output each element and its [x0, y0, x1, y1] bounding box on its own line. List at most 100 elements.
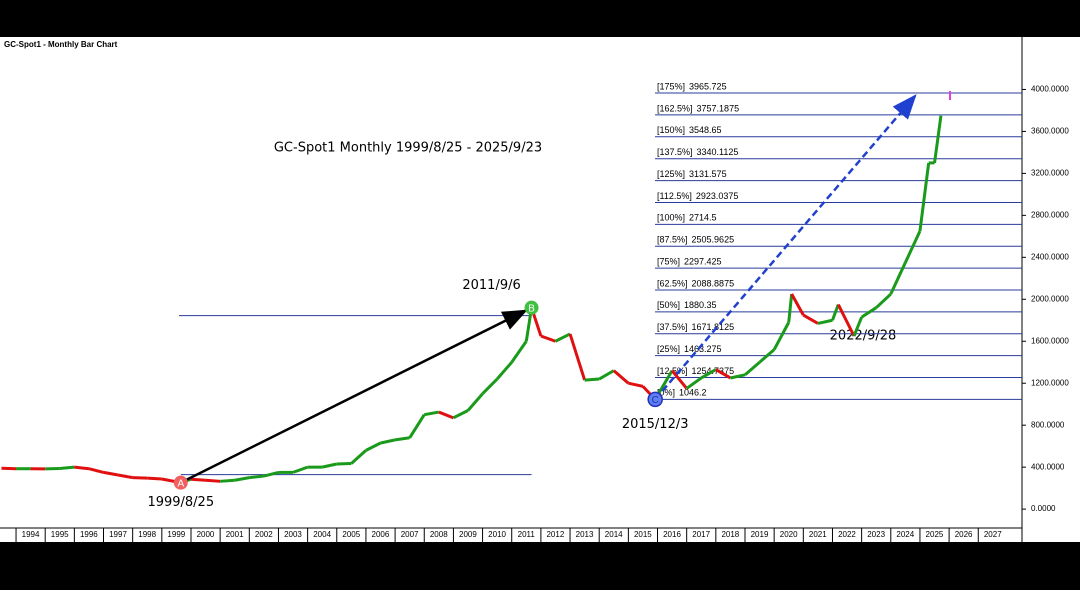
fib-level-label: [125%]: [657, 169, 685, 179]
x-tick-label: 1994: [22, 530, 40, 539]
x-tick-label: 2008: [430, 530, 448, 539]
x-tick-label: 2025: [926, 530, 944, 539]
pivot-date: 2011/9/6: [462, 278, 520, 293]
price-segment: [584, 377, 600, 382]
x-tick-label: 2016: [663, 530, 681, 539]
x-tick-label: 2011: [518, 530, 536, 539]
price-segment: [220, 478, 235, 483]
price-segment: [889, 261, 907, 295]
fib-level-label: [100%]: [657, 213, 685, 223]
y-tick-label: 2400.0000: [1031, 252, 1069, 261]
price-segment: [74, 465, 90, 471]
fib-level-value: 3757.1875: [697, 103, 740, 113]
price-segment: [933, 115, 943, 164]
price-segment: [758, 348, 776, 364]
fib-level-label: [50%]: [657, 300, 680, 310]
fib-level-value: 2088.8875: [692, 278, 735, 288]
trend-arrow: [180, 309, 528, 484]
price-segment: [336, 461, 352, 466]
x-tick-label: 2022: [838, 530, 856, 539]
price-segment: [836, 303, 856, 337]
price-segment: [496, 361, 513, 381]
price-segment: [831, 304, 840, 321]
fib-level-value: 2714.5: [689, 213, 717, 223]
fib-level-value: 2505.9625: [692, 235, 735, 245]
fib-level-value: 2297.425: [684, 256, 722, 266]
x-tick-label: 2023: [867, 530, 885, 539]
price-segment: [744, 361, 761, 376]
pivot-date: 2015/12/3: [622, 417, 689, 432]
price-segment: [452, 409, 469, 420]
annotation: GC-Spot1 Monthly 1999/8/25 - 2025/9/23: [274, 141, 542, 156]
y-tick-label: 1600.0000: [1031, 336, 1069, 345]
x-tick-label: 2004: [313, 530, 331, 539]
x-tick-label: 1999: [167, 530, 185, 539]
fib-level-label: [37.5%]: [657, 322, 688, 332]
x-tick-label: 2018: [721, 530, 739, 539]
x-tick-label: 1997: [109, 530, 127, 539]
fib-level-value: 3965.725: [689, 81, 727, 91]
x-tick-label: 2014: [605, 530, 623, 539]
price-segment: [88, 467, 104, 474]
price-segment: [59, 465, 75, 471]
fib-level-label: [112.5%]: [657, 191, 692, 201]
price-segment: [817, 318, 833, 325]
x-tick-label: 2000: [197, 530, 215, 539]
fib-level-value: 1463.275: [684, 344, 722, 354]
fib-level-label: [150%]: [657, 125, 685, 135]
price-segment: [802, 313, 819, 325]
pivot-marker: [173, 475, 188, 490]
y-tick-label: 1200.0000: [1031, 378, 1069, 387]
fib-level-label: [25%]: [657, 344, 680, 354]
y-tick-label: 2800.0000: [1031, 210, 1069, 219]
price-segment: [1, 466, 17, 471]
price-segment: [423, 410, 440, 417]
pivot-label: B: [528, 303, 535, 314]
fib-level-label: [75%]: [657, 256, 680, 266]
x-tick-label: 2007: [401, 530, 419, 539]
y-tick-label: 400.0000: [1031, 462, 1065, 471]
fib-level-label: [162.5%]: [657, 103, 693, 113]
fib-level-label: [137.5%]: [657, 147, 693, 157]
x-tick-label: 2026: [955, 530, 973, 539]
price-segment: [292, 465, 309, 474]
x-tick-label: 1996: [80, 530, 98, 539]
price-segment: [147, 476, 162, 481]
price-segment: [205, 478, 221, 483]
fib-level-value: 1671.8125: [692, 322, 735, 332]
chart-title: GC-Spot1 - Monthly Bar Chart: [4, 40, 118, 49]
price-segment: [852, 316, 864, 337]
price-segment: [715, 368, 732, 380]
y-tick-label: 3600.0000: [1031, 127, 1069, 136]
price-segment: [875, 292, 892, 309]
fib-level-label: [62.5%]: [657, 278, 688, 288]
price-segment: [568, 333, 587, 381]
price-segment: [860, 306, 878, 319]
pivot-label: C: [652, 395, 659, 406]
x-tick-label: 2013: [576, 530, 594, 539]
x-tick-label: 2003: [284, 530, 302, 539]
price-segment: [249, 474, 265, 480]
x-tick-label: 2006: [372, 530, 390, 539]
x-tick-label: 2009: [459, 530, 477, 539]
price-segment: [612, 369, 630, 385]
price-segment: [380, 438, 396, 445]
fib-level-value: 3131.575: [689, 169, 727, 179]
y-tick-label: 800.0000: [1031, 420, 1065, 429]
price-segment: [350, 449, 367, 465]
x-tick-label: 2012: [546, 530, 564, 539]
price-segment: [790, 293, 805, 316]
x-tick-label: 2005: [342, 530, 360, 539]
price-segment: [772, 321, 791, 351]
x-tick-label: 2020: [780, 530, 798, 539]
pivot-marker: [524, 300, 539, 315]
price-segment: [787, 293, 794, 323]
price-segment: [628, 381, 644, 388]
annotation: 2022/9/28: [830, 329, 897, 344]
x-tick-label: 1998: [138, 530, 156, 539]
pivot-label: A: [177, 478, 184, 489]
price-segment: [918, 162, 931, 232]
fib-level-value: 3548.65: [689, 125, 722, 135]
price-segment: [554, 332, 571, 343]
